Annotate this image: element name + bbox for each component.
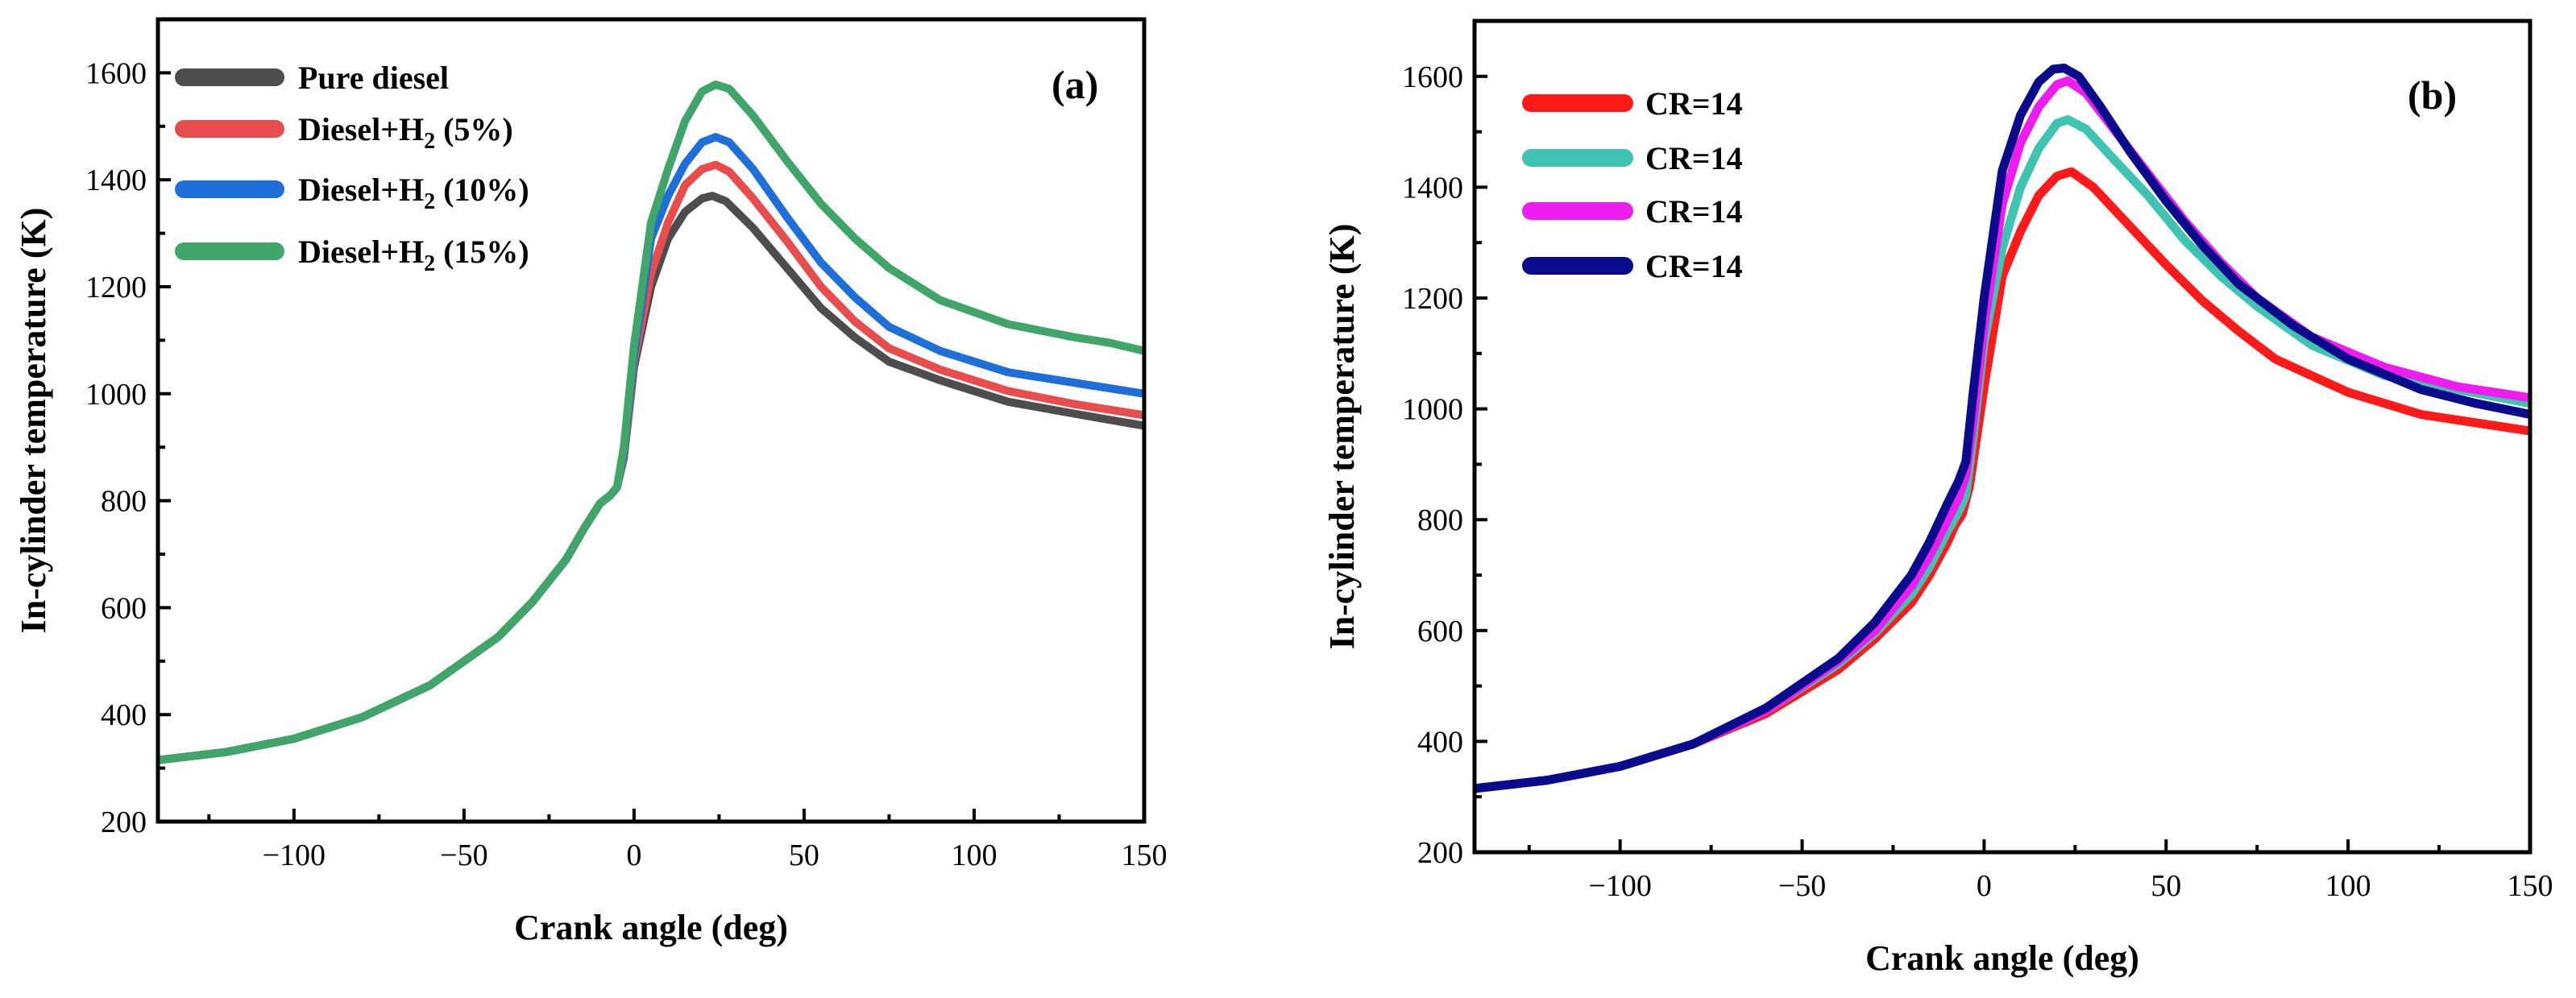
- x-axis-title-a: Crank angle (deg): [514, 908, 788, 947]
- legend-label-cr14-red: CR=14: [1645, 85, 1743, 122]
- ticks-layer-a: −100 −50 0 50 100 150 200 400 600 800 1000 1200 1400…: [85, 18, 1168, 872]
- y-tick-label: 1600: [85, 56, 147, 90]
- x-tick-label: 150: [1122, 839, 1168, 872]
- y-axis-title-a: In-cylinder temperature (K): [14, 208, 53, 634]
- legend-label-cr14-navy: CR=14: [1645, 248, 1743, 284]
- legend-label-h2-15: Diesel+H2 (15%): [298, 234, 529, 276]
- x-tick-label: 50: [789, 839, 819, 872]
- panel-label-b: (b): [2408, 72, 2457, 118]
- x-tick-label: 100: [2325, 869, 2371, 903]
- x-tick-label: 150: [2508, 869, 2553, 903]
- legend-label-h2-10: Diesel+H2 (10%): [298, 172, 529, 214]
- y-tick-label: 1600: [1402, 60, 1463, 94]
- y-tick-label: 1200: [1402, 282, 1463, 316]
- panel-label-a: (a): [1052, 62, 1098, 107]
- ticks-layer-b: −100 −50 0 50 100 150 200 400 600 800 1000 1200 1400…: [1402, 19, 2553, 903]
- chart-panel-b: −100 −50 0 50 100 150 200 400 600 800 1000 1200 1400…: [1322, 19, 2553, 978]
- y-tick-label: 400: [1417, 725, 1463, 759]
- plot-frame-b: [1472, 19, 2532, 855]
- legend-label-pure-diesel: Pure diesel: [298, 60, 449, 96]
- y-axis-title-b: In-cylinder temperature (K): [1322, 224, 1362, 650]
- x-tick-label: 50: [2151, 869, 2181, 903]
- y-tick-label: 1400: [1402, 171, 1463, 205]
- plot-frame-a: [156, 17, 1147, 824]
- y-tick-label: 800: [101, 485, 147, 519]
- y-tick-label: 1000: [1402, 393, 1463, 427]
- y-tick-label: 1200: [85, 271, 147, 304]
- y-tick-label: 200: [101, 805, 147, 839]
- chart-panel-a: −100 −50 0 50 100 150 200 400 600 800 1000 1200 1400…: [14, 17, 1168, 947]
- x-tick-label: −100: [263, 839, 326, 872]
- y-tick-label: 200: [1417, 836, 1463, 870]
- y-tick-label: 400: [101, 698, 147, 732]
- x-tick-label: −50: [440, 839, 487, 872]
- y-tick-label: 1000: [85, 378, 147, 412]
- series-layer-a: [158, 81, 1144, 764]
- x-tick-label: 0: [626, 839, 641, 872]
- legend-label-cr14-magenta: CR=14: [1645, 193, 1743, 230]
- legend-a: Pure diesel Diesel+H2 (5%) Diesel+H2 (10…: [175, 60, 529, 276]
- legend-label-h2-5: Diesel+H2 (5%): [298, 111, 513, 154]
- x-tick-label: 100: [951, 839, 997, 872]
- y-tick-label: 800: [1417, 503, 1463, 537]
- x-tick-label: −100: [1588, 869, 1651, 903]
- x-tick-label: −50: [1778, 869, 1826, 903]
- series-line-a-3: [158, 81, 1144, 764]
- x-tick-label: 0: [1977, 869, 1992, 903]
- legend-b: CR=14 CR=14 CR=14 CR=14: [1522, 85, 1743, 284]
- y-tick-label: 1400: [85, 164, 147, 197]
- series-line-b-3: [1475, 64, 2530, 793]
- series-layer-b: [1475, 64, 2530, 793]
- x-axis-title-b: Crank angle (deg): [1865, 938, 2139, 978]
- legend-label-cr14-teal: CR=14: [1645, 140, 1743, 176]
- y-tick-label: 600: [1417, 615, 1463, 648]
- y-tick-label: 600: [101, 591, 147, 625]
